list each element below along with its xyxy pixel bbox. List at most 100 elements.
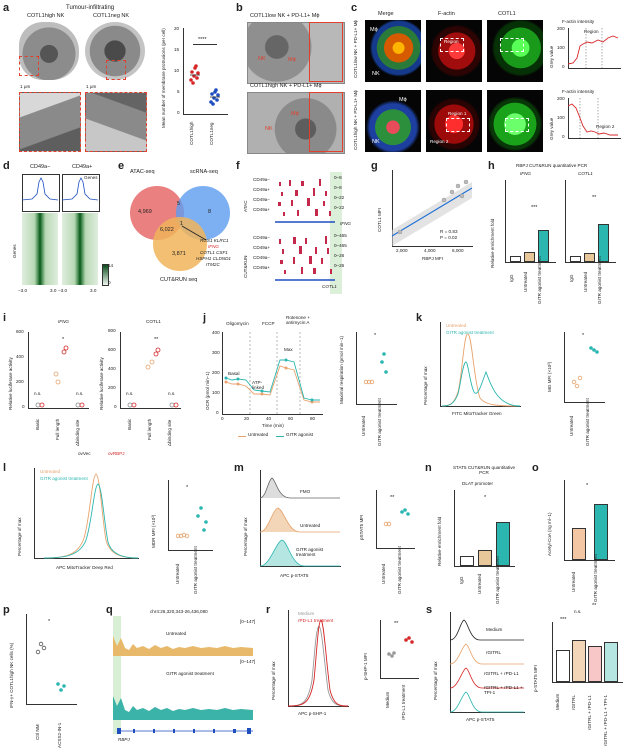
i-ns-1: n.s.	[34, 391, 42, 396]
panel-a-xtick-1: COTL1neg	[209, 122, 214, 145]
o-x-1: GITR agonist treatment	[593, 554, 598, 602]
panel-a-sig: ****	[198, 37, 207, 43]
h-plot2	[565, 180, 616, 263]
h-sub2: COTL1	[578, 171, 593, 176]
panel-a-title: Tumour-infiltrating	[66, 5, 115, 11]
g-scatter	[391, 179, 473, 246]
f-row-3: CD49a+	[253, 207, 270, 212]
c-plot1-region: Region	[584, 29, 599, 34]
c-plot1-line	[567, 28, 619, 68]
j-y-1: 100	[212, 390, 220, 395]
c-plot2-ylabel: Grey value	[549, 117, 554, 140]
q-range2: [0–147]	[240, 659, 256, 664]
i-x1-1: Full length	[55, 418, 60, 440]
f-range2-3: 0–26	[334, 263, 345, 268]
q-gene: RBPJ	[118, 737, 130, 742]
r-x2-1: rPD-L1 treatment	[401, 684, 406, 720]
s-x2-1: rGITRL	[571, 694, 576, 710]
e-genes1: RGS1 KLRC1	[200, 238, 229, 243]
i-sig1: *	[62, 337, 65, 343]
j-x2-1: GITR agonist treatment	[377, 398, 382, 446]
i-x2-1: Full length	[147, 418, 152, 440]
e-arrow	[181, 225, 207, 241]
c-nk-1: NK	[372, 71, 380, 77]
s-plot	[450, 612, 525, 713]
panel-a-ytick-2: 10	[174, 68, 180, 73]
i-x1-0: Basic	[35, 418, 40, 430]
c-plot1-title: F-actin intensity	[562, 19, 595, 24]
panel-label-l: l	[3, 462, 7, 474]
e-genes3: COTL1 CSF1	[200, 250, 228, 255]
c-region-1: Region	[444, 39, 459, 44]
s-sig1: ***	[560, 617, 567, 623]
j-x-3: 60	[288, 416, 294, 421]
f-range2-1: 0–465	[334, 243, 347, 248]
i-x1-2: Δbinding site	[75, 419, 80, 446]
q-track1	[113, 636, 253, 656]
c-plot2	[568, 98, 621, 139]
j-x2-0: Untreated	[361, 415, 366, 436]
k-points2	[571, 346, 599, 389]
h-title: RBPJ CUT&RUN quantitative PCR	[516, 163, 588, 168]
e-n1: 4,969	[138, 209, 152, 215]
c-factin-2	[426, 90, 482, 152]
q-untreated: Untreated	[166, 631, 187, 636]
panel-b-title1: COTL1low NK + PD-L1+ Mϕ	[250, 13, 320, 19]
s-ylabel2: p-STAT5 MFI	[533, 665, 538, 692]
panel-label-r: r	[266, 604, 271, 616]
panel-a-ylabel: Mean number of membrane protrusions (per…	[161, 28, 166, 128]
i-legend2: ovRBPJ	[108, 451, 125, 456]
h-bar-igg-1	[510, 256, 521, 262]
j-ocr-lines	[224, 332, 320, 414]
i-x2-0: Basic	[127, 418, 132, 430]
f-atac-label: ATAC	[243, 200, 248, 212]
c-mp-1: Mϕ	[370, 27, 378, 33]
i-y2-1: 200	[108, 385, 116, 390]
j-atp: ATP-linked	[252, 380, 265, 390]
m-plot	[260, 470, 341, 567]
e-n2: 5	[177, 201, 181, 207]
j-x-1: 20	[244, 416, 250, 421]
panel-label-k: k	[416, 312, 423, 324]
m-plot2	[376, 490, 415, 549]
i-ns-4: n.s.	[168, 391, 176, 396]
j-fccp: FCCP	[262, 321, 275, 326]
g-ylabel: COTL1 MFI	[377, 208, 382, 232]
o-bar-gitr	[594, 504, 608, 560]
g-xlabel: RBPJ MFI	[422, 256, 443, 261]
panel-label-j: j	[203, 312, 207, 324]
panel-label-d: d	[3, 160, 10, 172]
j-x-0: 0	[221, 416, 224, 421]
m-x2-0: Untreated	[381, 563, 386, 584]
j-legend2: GITR agonist	[286, 432, 314, 437]
d-heatmap-2	[62, 213, 98, 285]
s-bar-rgitrl	[572, 640, 586, 682]
em-b-bottom	[247, 92, 345, 154]
h-xtick-0: IgG	[509, 274, 514, 282]
q-gitr: GITR agonist treatment	[166, 671, 214, 676]
g-xtick-1: 4,000	[424, 248, 436, 253]
p-plot	[26, 614, 77, 705]
d-col2: CD49a+	[72, 164, 93, 170]
panel-a-dots	[189, 64, 220, 106]
n-x-2: GITR agonist treatment	[495, 556, 500, 604]
o-bars	[564, 480, 614, 560]
j-legend1: Untreated	[248, 432, 269, 437]
o-ylabel: Acetyl-CoA (ng ml−1)	[547, 512, 552, 556]
s-label-3: rGITRL + rPD-L1 + TPI-1	[484, 685, 523, 695]
j-y-4: 400	[212, 330, 220, 335]
e-genes5: ITM2C	[206, 262, 220, 267]
m-untreated: Untreated	[300, 523, 321, 528]
panel-label-a: a	[3, 2, 10, 14]
i-ns-2: n.s.	[76, 391, 84, 396]
e-genes2: IFNG	[208, 244, 219, 249]
i-y1-0: 0	[22, 404, 25, 409]
d-heatmap-1	[22, 213, 58, 285]
panel-a-ytick-1: 5	[177, 89, 180, 94]
c-plot1-ytick-2: 0	[562, 64, 565, 69]
panel-a-ytick-4: 20	[174, 26, 180, 31]
c-col-merge: Merge	[378, 11, 394, 17]
c-plot1-ylabel: Grey value	[549, 45, 554, 68]
e-n5: 1	[180, 221, 184, 227]
panel-label-g: g	[371, 160, 378, 172]
